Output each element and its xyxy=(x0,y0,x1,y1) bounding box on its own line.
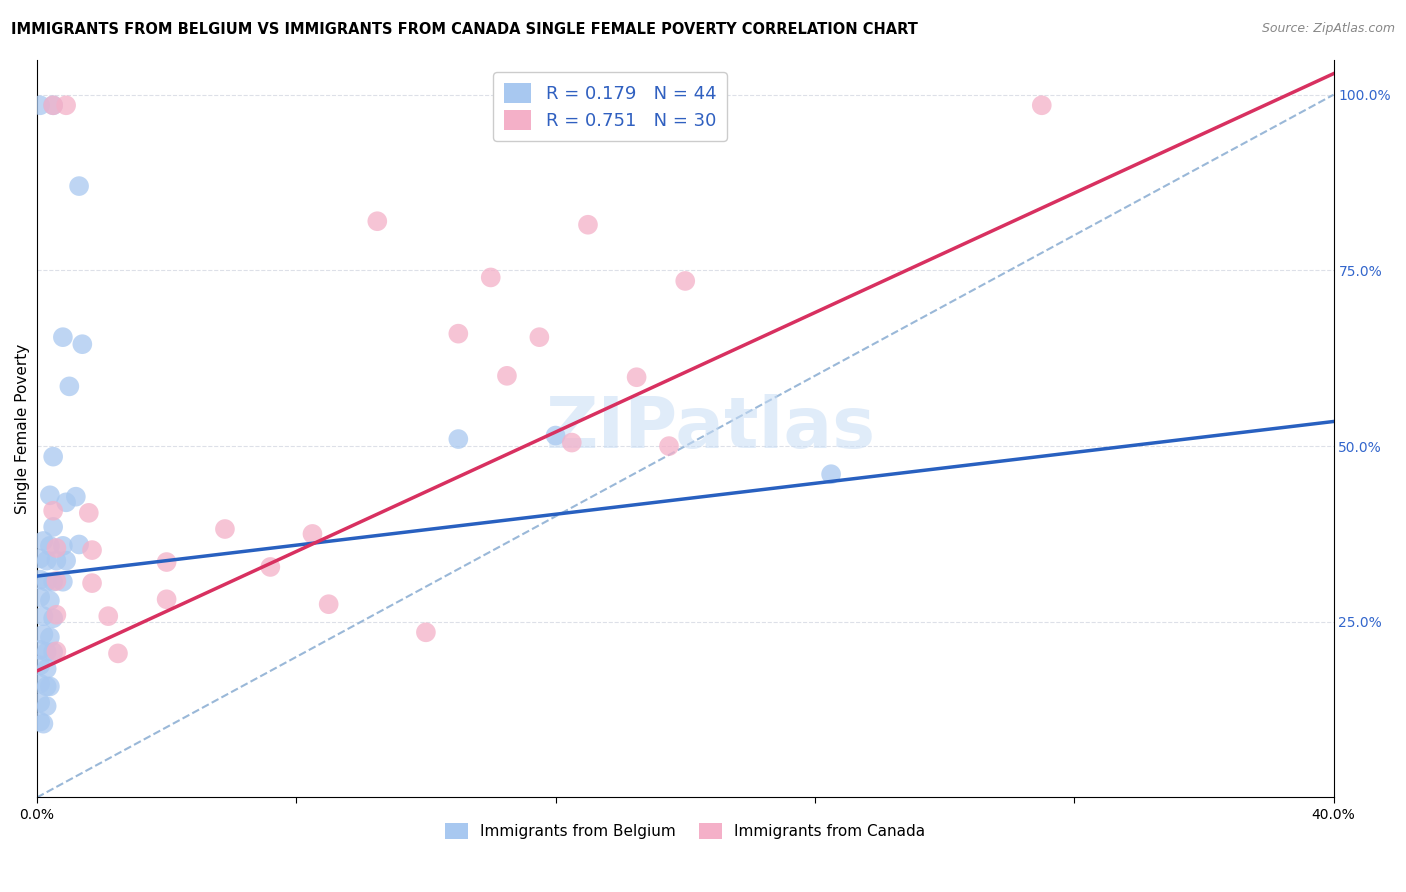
Point xyxy=(45,607,67,622)
Point xyxy=(155,555,177,569)
Point xyxy=(72,337,94,351)
Point xyxy=(52,539,75,553)
Point xyxy=(561,435,583,450)
Point xyxy=(38,680,60,694)
Point xyxy=(42,611,65,625)
Point xyxy=(45,644,67,658)
Point xyxy=(35,662,58,676)
Point xyxy=(42,98,65,112)
Point xyxy=(42,645,65,659)
Point xyxy=(496,368,519,383)
Point xyxy=(544,428,567,442)
Point xyxy=(55,495,77,509)
Point xyxy=(35,680,58,694)
Point xyxy=(80,576,103,591)
Point xyxy=(366,214,388,228)
Point xyxy=(259,560,281,574)
Point xyxy=(77,506,100,520)
Point xyxy=(55,554,77,568)
Point xyxy=(32,627,55,641)
Point xyxy=(38,539,60,553)
Point xyxy=(35,645,58,659)
Point xyxy=(415,625,437,640)
Point xyxy=(67,179,90,194)
Point xyxy=(42,504,65,518)
Point xyxy=(447,432,470,446)
Point xyxy=(820,467,842,482)
Point xyxy=(107,647,129,661)
Point xyxy=(52,330,75,344)
Point xyxy=(30,573,52,587)
Point xyxy=(45,554,67,568)
Point xyxy=(30,676,52,690)
Point xyxy=(58,379,80,393)
Text: IMMIGRANTS FROM BELGIUM VS IMMIGRANTS FROM CANADA SINGLE FEMALE POVERTY CORRELAT: IMMIGRANTS FROM BELGIUM VS IMMIGRANTS FR… xyxy=(11,22,918,37)
Point xyxy=(65,490,87,504)
Point xyxy=(80,543,103,558)
Point xyxy=(35,554,58,568)
Point xyxy=(42,520,65,534)
Point xyxy=(32,609,55,624)
Point xyxy=(626,370,648,384)
Point xyxy=(42,574,65,589)
Point xyxy=(1031,98,1053,112)
Point xyxy=(30,98,52,112)
Point xyxy=(30,714,52,729)
Point xyxy=(32,533,55,548)
Point xyxy=(673,274,696,288)
Point xyxy=(45,541,67,555)
Point xyxy=(35,574,58,589)
Point xyxy=(155,592,177,607)
Point xyxy=(318,597,340,611)
Text: Source: ZipAtlas.com: Source: ZipAtlas.com xyxy=(1261,22,1395,36)
Point xyxy=(45,574,67,588)
Point xyxy=(301,527,323,541)
Point xyxy=(38,488,60,502)
Point xyxy=(30,658,52,673)
Legend: Immigrants from Belgium, Immigrants from Canada: Immigrants from Belgium, Immigrants from… xyxy=(439,817,931,845)
Point xyxy=(479,270,502,285)
Point xyxy=(529,330,551,344)
Point xyxy=(30,551,52,566)
Point xyxy=(32,716,55,731)
Point xyxy=(30,590,52,604)
Point xyxy=(55,98,77,112)
Point xyxy=(576,218,599,232)
Y-axis label: Single Female Poverty: Single Female Poverty xyxy=(15,343,30,514)
Point xyxy=(214,522,236,536)
Point xyxy=(42,98,65,112)
Point xyxy=(52,574,75,589)
Point xyxy=(35,699,58,714)
Point xyxy=(38,593,60,607)
Point xyxy=(67,537,90,551)
Point xyxy=(97,609,120,624)
Point xyxy=(38,630,60,644)
Point xyxy=(658,439,681,453)
Point xyxy=(30,696,52,710)
Point xyxy=(447,326,470,341)
Point xyxy=(42,450,65,464)
Point xyxy=(30,643,52,657)
Text: ZIPatlas: ZIPatlas xyxy=(546,394,876,463)
